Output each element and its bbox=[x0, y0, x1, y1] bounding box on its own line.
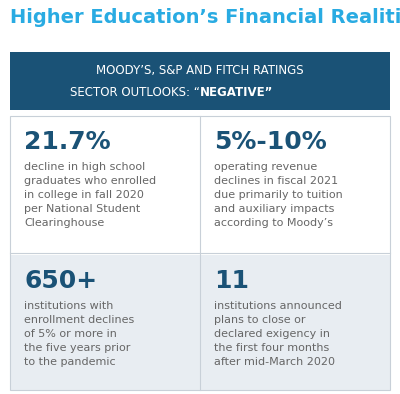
Text: MOODY’S, S&P AND FITCH RATINGS: MOODY’S, S&P AND FITCH RATINGS bbox=[96, 63, 304, 76]
Text: NEGATIVE”: NEGATIVE” bbox=[200, 85, 273, 98]
Text: institutions announced
plans to close or
declared exigency in
the first four mon: institutions announced plans to close or… bbox=[214, 301, 342, 367]
Bar bbox=[200, 255, 390, 390]
Text: decline in high school
graduates who enrolled
in college in fall 2020
per Nation: decline in high school graduates who enr… bbox=[24, 162, 156, 228]
Bar bbox=[10, 255, 200, 390]
Text: institutions with
enrollment declines
of 5% or more in
the five years prior
to t: institutions with enrollment declines of… bbox=[24, 301, 134, 367]
Text: 21.7%: 21.7% bbox=[24, 130, 111, 154]
Text: 650+: 650+ bbox=[24, 269, 97, 293]
Bar bbox=[10, 116, 390, 390]
Text: SECTOR OUTLOOKS: “: SECTOR OUTLOOKS: “ bbox=[70, 85, 200, 98]
Bar bbox=[200, 116, 390, 253]
Text: operating revenue
declines in fiscal 2021
due primarily to tuition
and auxiliary: operating revenue declines in fiscal 202… bbox=[214, 162, 343, 228]
Bar bbox=[10, 116, 200, 253]
Text: 11: 11 bbox=[214, 269, 249, 293]
Bar bbox=[10, 52, 390, 110]
Text: 5%-10%: 5%-10% bbox=[214, 130, 327, 154]
Text: Higher Education’s Financial Realities: Higher Education’s Financial Realities bbox=[10, 8, 400, 27]
